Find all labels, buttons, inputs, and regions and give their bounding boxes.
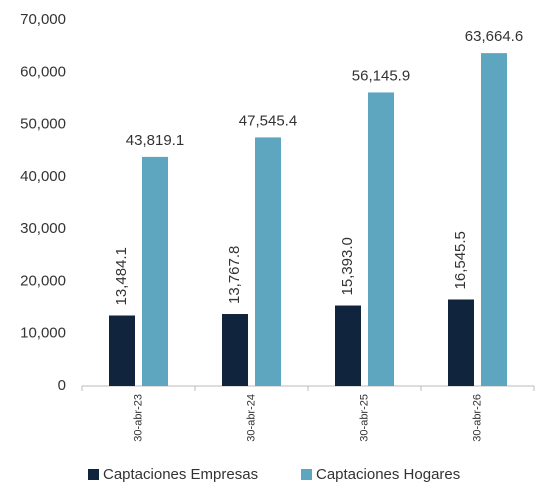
data-label: 63,664.6 xyxy=(465,28,523,45)
bar xyxy=(335,305,361,386)
bar xyxy=(109,315,135,386)
x-tick-label: 30-abr-23 xyxy=(132,394,144,442)
y-tick-label: 20,000 xyxy=(20,272,66,289)
y-tick-label: 60,000 xyxy=(20,63,66,80)
y-tick-label: 40,000 xyxy=(20,168,66,185)
y-tick-label: 50,000 xyxy=(20,116,66,133)
bar xyxy=(142,156,168,386)
y-tick-label: 70,000 xyxy=(20,11,66,28)
legend-label: Captaciones Empresas xyxy=(103,466,258,483)
data-label: 13,767.8 xyxy=(226,246,243,304)
bar xyxy=(255,137,281,386)
data-label: 43,819.1 xyxy=(126,132,184,149)
bar xyxy=(222,314,248,386)
legend-swatch xyxy=(88,469,99,480)
legend-swatch xyxy=(301,469,312,480)
x-tick-label: 30-abr-25 xyxy=(358,394,370,442)
data-label: 16,545.5 xyxy=(452,231,469,289)
bar xyxy=(368,92,394,387)
data-label: 15,393.0 xyxy=(339,237,356,295)
bar xyxy=(481,53,507,386)
data-label: 47,545.4 xyxy=(239,112,297,129)
x-tick-label: 30-abr-26 xyxy=(471,394,483,442)
x-tick-label: 30-abr-24 xyxy=(245,394,257,442)
y-tick-label: 0 xyxy=(58,377,66,394)
data-label: 56,145.9 xyxy=(352,67,410,84)
legend-label: Captaciones Hogares xyxy=(316,466,460,483)
data-label: 13,484.1 xyxy=(113,247,130,305)
y-tick-label: 10,000 xyxy=(20,325,66,342)
bar xyxy=(448,299,474,386)
y-tick-label: 30,000 xyxy=(20,220,66,237)
